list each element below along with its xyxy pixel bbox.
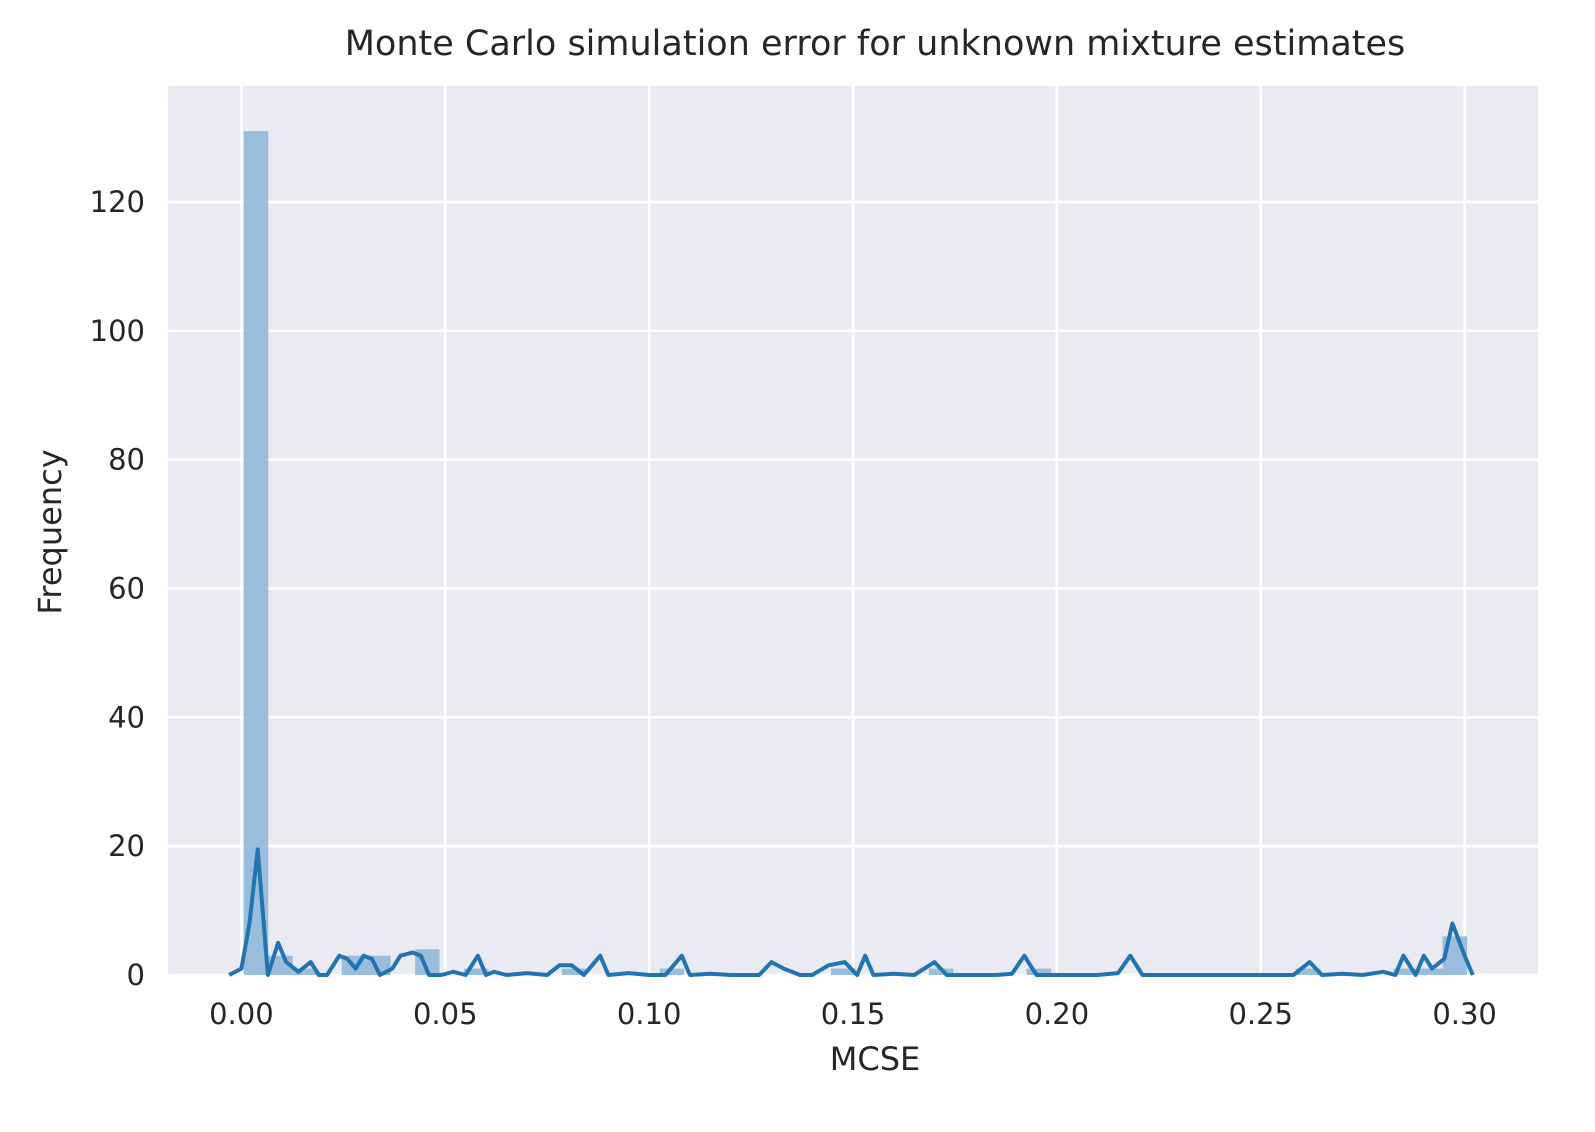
y-tick-label: 80 bbox=[108, 443, 145, 477]
x-tick-label: 0.30 bbox=[1432, 997, 1497, 1031]
x-axis-label: MCSE bbox=[829, 1040, 921, 1078]
histogram-bar bbox=[659, 968, 685, 975]
histogram-bar bbox=[561, 968, 587, 975]
x-tick-labels: 0.00 0.05 0.10 0.15 0.20 0.25 0.30 bbox=[209, 997, 1497, 1031]
histogram-bar bbox=[292, 968, 318, 975]
y-tick-label: 20 bbox=[108, 829, 145, 863]
histogram-bar bbox=[830, 968, 856, 975]
y-tick-label: 60 bbox=[108, 571, 145, 605]
x-tick-label: 0.05 bbox=[413, 997, 478, 1031]
y-tick-label: 100 bbox=[90, 314, 145, 348]
kde-line bbox=[228, 847, 1475, 977]
histogram-bar bbox=[1418, 968, 1443, 975]
chart-title: Monte Carlo simulation error for unknown… bbox=[344, 24, 1406, 64]
histogram-bar bbox=[1026, 968, 1052, 975]
histogram-bar bbox=[464, 968, 489, 975]
y-tick-label: 40 bbox=[108, 700, 145, 734]
grid-lines bbox=[168, 86, 1538, 977]
y-tick-labels: 0 20 40 60 80 100 120 bbox=[90, 185, 145, 992]
y-tick-label: 0 bbox=[127, 958, 145, 992]
x-tick-label: 0.20 bbox=[1025, 997, 1090, 1031]
histogram-bar bbox=[1393, 968, 1419, 975]
x-tick-label: 0.00 bbox=[209, 997, 274, 1031]
y-tick-label: 120 bbox=[90, 185, 145, 219]
histogram-bar bbox=[1295, 968, 1321, 975]
y-axis-label: Frequency bbox=[31, 449, 69, 615]
x-tick-label: 0.25 bbox=[1228, 997, 1293, 1031]
histogram-bar bbox=[243, 131, 269, 975]
x-tick-label: 0.10 bbox=[617, 997, 682, 1031]
x-tick-label: 0.15 bbox=[821, 997, 886, 1031]
